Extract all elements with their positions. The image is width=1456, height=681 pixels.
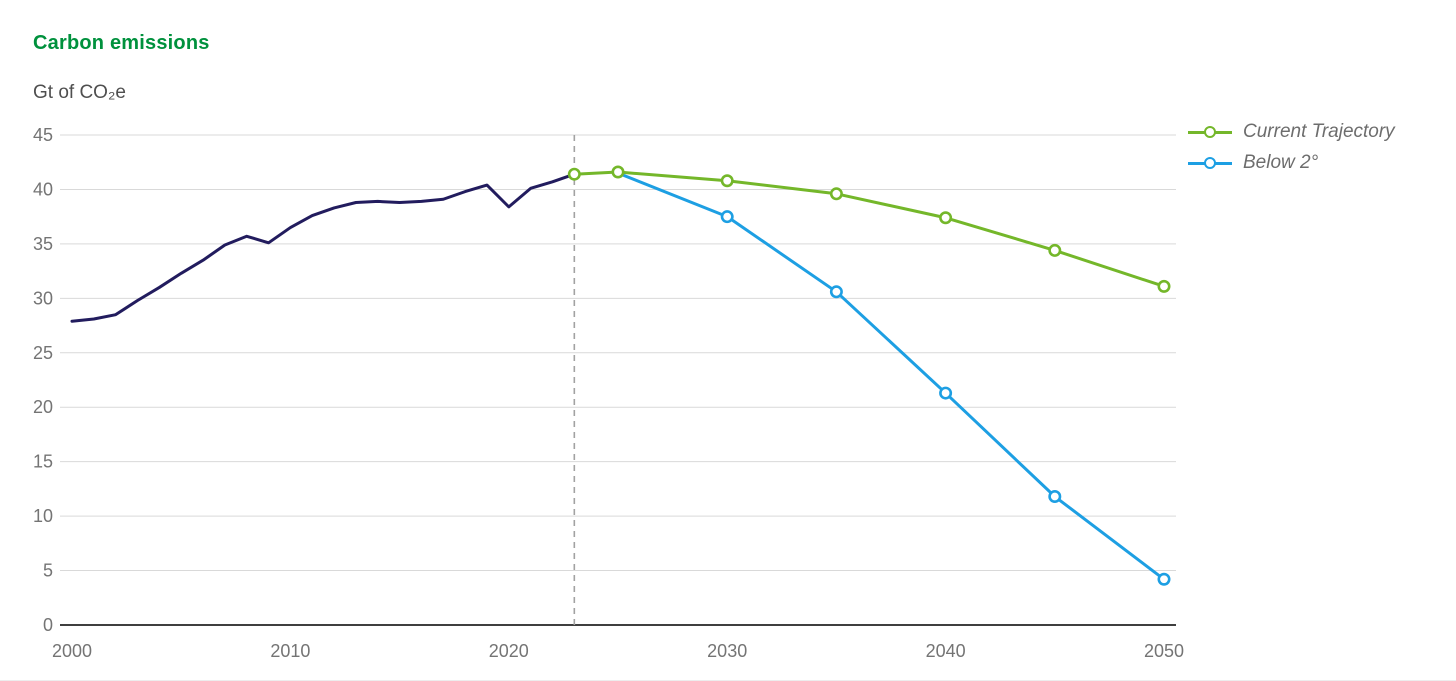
data-point-marker [939,386,953,400]
x-tick-label: 2000 [52,641,92,661]
series-below-2- [616,171,1171,586]
data-point-marker [720,210,734,224]
data-point-marker [1157,279,1171,293]
series-current-trajectory [567,165,1171,293]
x-axis-tick-labels: 2000 2010 2020 2030 2040 2050 [52,641,1184,661]
y-tick-label: 5 [43,561,53,581]
y-axis-unit-label: Gt of CO₂e [33,82,126,103]
legend-label-current-trajectory: Current Trajectory [1243,121,1395,142]
data-point-marker [720,174,734,188]
legend-item-below-2: Below 2° [1188,151,1395,175]
y-tick-label: 40 [33,179,53,199]
x-tick-label: 2040 [926,641,966,661]
y-tick-label: 35 [33,234,53,254]
x-tick-label: 2030 [707,641,747,661]
legend: Current Trajectory Below 2° [1188,120,1395,175]
legend-item-current-trajectory: Current Trajectory [1188,120,1395,144]
legend-label-below-2: Below 2° [1243,152,1319,173]
data-point-marker [567,167,581,181]
data-point-marker [829,187,843,201]
series-line [616,171,1166,581]
data-point-marker [939,211,953,225]
y-tick-label: 15 [33,452,53,472]
x-tick-label: 2050 [1144,641,1184,661]
data-point-marker [1048,243,1062,257]
data-point-marker [1157,572,1171,586]
y-tick-label: 10 [33,506,53,526]
current-trajectory-line-icon [1188,126,1232,138]
y-tick-label: 45 [33,125,53,145]
y-tick-label: 25 [33,343,53,363]
y-tick-label: 30 [33,288,53,308]
y-tick-label: 0 [43,615,53,635]
x-tick-label: 2020 [489,641,529,661]
y-tick-label: 20 [33,397,53,417]
series-line [70,172,576,323]
gridlines [60,134,1176,626]
y-axis-tick-labels: 0 5 10 15 20 25 30 35 40 45 [33,125,53,635]
below-2-line-icon [1188,157,1232,169]
chart-title: Carbon emissions [33,32,210,54]
data-point-marker [829,285,843,299]
series-historical [70,172,576,323]
data-point-marker [1048,490,1062,504]
x-tick-label: 2010 [270,641,310,661]
data-point-marker [611,165,625,179]
